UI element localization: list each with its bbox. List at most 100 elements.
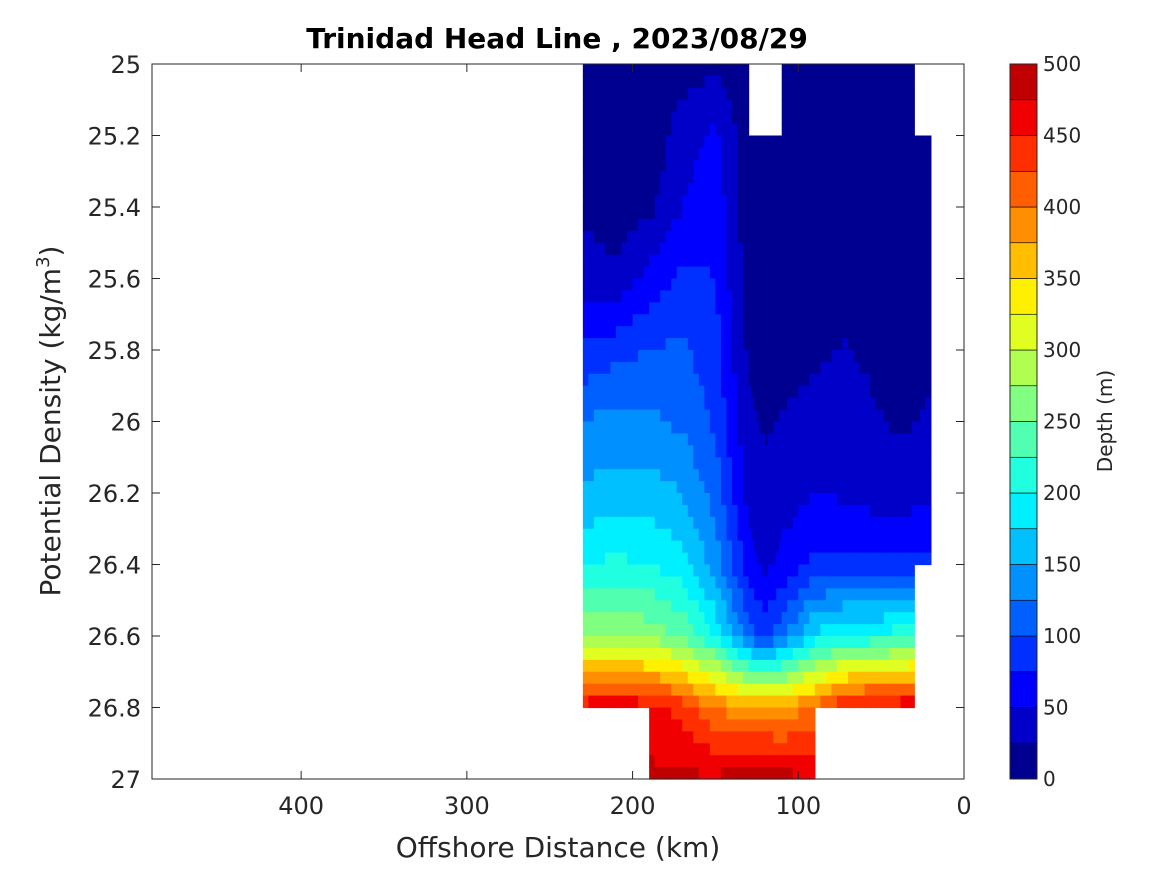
contour-cell (908, 647, 913, 661)
contour-cell (864, 159, 871, 172)
contour-cell (853, 636, 860, 649)
contour-cell (919, 171, 924, 184)
contour-cell (875, 540, 882, 554)
contour-cell (610, 373, 617, 387)
contour-cell (781, 64, 788, 77)
contour-cell (756, 338, 761, 351)
contour-cell (781, 350, 788, 363)
contour-cell (820, 421, 827, 435)
contour-cell (781, 75, 788, 89)
contour-cell (751, 183, 755, 196)
contour-cell (751, 731, 755, 744)
contour-cell (632, 588, 639, 601)
contour-cell (732, 99, 739, 113)
contour-cell (897, 302, 902, 315)
contour-cell (911, 338, 915, 351)
contour-cell (720, 481, 728, 494)
contour-cell (914, 242, 918, 256)
contour-cell (660, 683, 667, 697)
contour-cell (687, 647, 694, 661)
contour-cell (836, 564, 844, 578)
contour-cell (682, 445, 689, 458)
contour-cell (704, 624, 711, 637)
contour-cell (627, 528, 634, 542)
contour-cell (665, 409, 672, 423)
contour-cell (917, 409, 921, 423)
contour-cell (928, 302, 932, 315)
contour-cell (732, 350, 739, 363)
contour-cell (682, 719, 689, 732)
contour-cell (751, 326, 755, 339)
contour-cell (908, 290, 913, 303)
contour-cell (848, 64, 855, 77)
contour-cell (770, 385, 775, 399)
contour-cell (593, 588, 601, 601)
contour-cell (610, 147, 617, 160)
colorbar-tick-label: 500 (1043, 52, 1081, 76)
contour-cell (704, 266, 711, 280)
contour-cell (781, 767, 788, 780)
contour-cell (809, 731, 816, 744)
contour-cell (820, 87, 827, 101)
contour-cell (665, 207, 672, 220)
contour-cell (803, 207, 810, 220)
contour-cell (676, 75, 683, 89)
contour-cell (776, 493, 780, 506)
contour-cell (616, 135, 623, 149)
contour-cell (853, 695, 860, 709)
contour-cell (836, 218, 844, 232)
contour-cell (604, 159, 612, 172)
contour-cell (709, 433, 717, 446)
contour-cell (825, 457, 833, 470)
contour-cell (599, 540, 606, 554)
contour-cell (743, 659, 750, 673)
contour-cell (732, 612, 739, 625)
contour-cell (682, 314, 689, 327)
contour-cell (762, 290, 766, 303)
contour-cell (762, 719, 766, 732)
contour-cell (726, 469, 733, 482)
contour-cell (715, 624, 722, 637)
contour-cell (792, 552, 799, 566)
contour-cell (599, 504, 606, 518)
contour-cell (687, 576, 694, 589)
contour-cell (621, 457, 628, 470)
contour-cell (643, 612, 650, 625)
contour-cell (848, 338, 855, 351)
contour-cell (798, 624, 805, 637)
contour-cell (748, 254, 752, 268)
contour-cell (781, 397, 788, 411)
contour-cell (853, 87, 860, 101)
contour-cell (859, 659, 866, 673)
contour-cell (864, 433, 871, 446)
contour-cell (842, 230, 849, 244)
contour-cell (676, 421, 683, 435)
contour-cell (781, 493, 788, 506)
contour-cell (889, 326, 893, 339)
contour-cell (889, 159, 893, 172)
contour-cell (770, 528, 775, 542)
contour-cell (825, 278, 833, 292)
contour-cell (649, 767, 656, 780)
contour-cell (649, 338, 656, 351)
contour-cell (715, 659, 722, 673)
contour-cell (881, 445, 885, 458)
contour-cell (836, 397, 844, 411)
contour-cell (842, 481, 849, 494)
contour-cell (900, 278, 904, 292)
contour-cell (881, 207, 885, 220)
contour-cell (870, 540, 877, 554)
contour-cell (604, 457, 612, 470)
contour-cell (803, 481, 810, 494)
contour-cell (883, 552, 888, 566)
contour-cell (616, 111, 623, 125)
contour-cell (704, 516, 711, 530)
contour-cell (831, 147, 838, 160)
contour-cell (665, 421, 672, 435)
contour-cell (883, 64, 888, 77)
contour-cell (814, 588, 821, 601)
contour-cell (894, 254, 899, 268)
contour-cell (892, 123, 896, 137)
contour-cell (649, 600, 656, 613)
contour-cell (593, 516, 601, 530)
